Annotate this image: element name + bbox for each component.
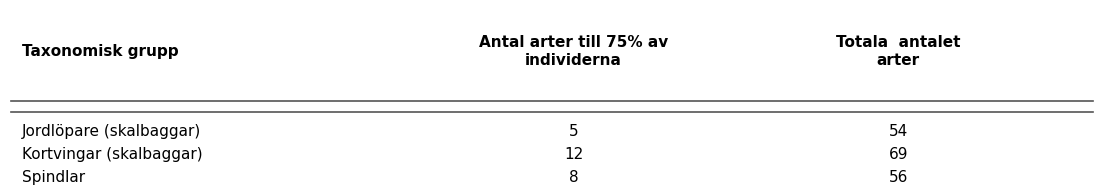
Text: Spindlar: Spindlar — [22, 170, 85, 185]
Text: 56: 56 — [889, 170, 907, 185]
Text: 12: 12 — [564, 147, 583, 162]
Text: 5: 5 — [569, 124, 578, 139]
Text: 54: 54 — [889, 124, 907, 139]
Text: 8: 8 — [569, 170, 578, 185]
Text: 69: 69 — [889, 147, 907, 162]
Text: Taxonomisk grupp: Taxonomisk grupp — [22, 44, 179, 59]
Text: Kortvingar (skalbaggar): Kortvingar (skalbaggar) — [22, 147, 202, 162]
Text: Totala  antalet
arter: Totala antalet arter — [836, 35, 960, 68]
Text: Antal arter till 75% av
individerna: Antal arter till 75% av individerna — [479, 35, 668, 68]
Text: Jordlöpare (skalbaggar): Jordlöpare (skalbaggar) — [22, 124, 201, 139]
